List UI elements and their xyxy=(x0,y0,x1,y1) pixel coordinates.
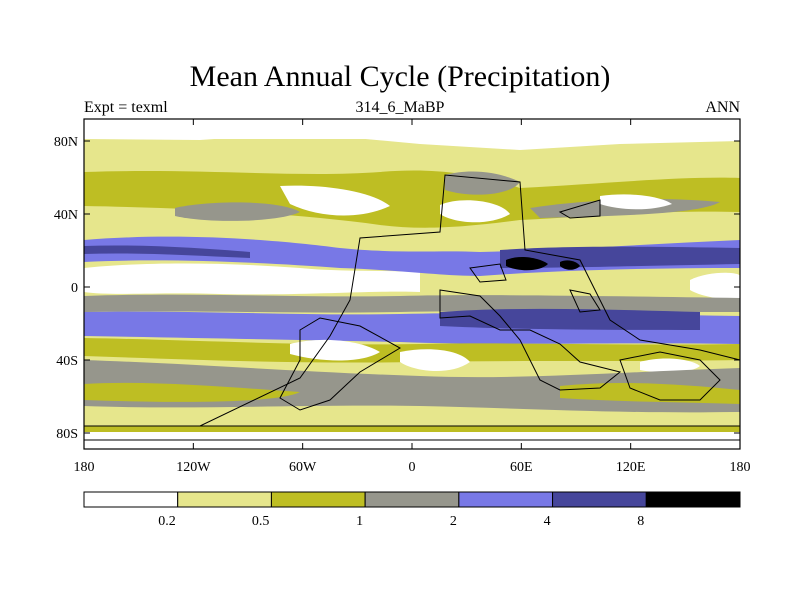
patch-south-olive-2 xyxy=(560,383,740,404)
strip-north-navy-1 xyxy=(84,245,250,258)
coast-arabia xyxy=(469,263,507,283)
colorbar-swatch-6 xyxy=(645,491,741,508)
lat-label-1: 40N xyxy=(54,208,78,223)
max-black-2 xyxy=(560,260,580,270)
season-label: ANN xyxy=(705,99,740,116)
patch-nsubtrop-white-3 xyxy=(600,194,672,210)
lon-label-3: 0 xyxy=(409,460,416,475)
colorbar-swatch-0 xyxy=(83,491,179,508)
lat-label-2: 0 xyxy=(71,281,78,296)
colorbar-label-4: 4 xyxy=(544,514,551,529)
colorbar-label-2: 1 xyxy=(356,514,363,529)
patch-nsubtrop-white-2 xyxy=(440,200,510,223)
lon-label-4: 60E xyxy=(510,460,533,475)
colorbar-swatch-3 xyxy=(364,491,460,508)
lat-label-4: 80S xyxy=(56,427,78,442)
lon-label-5: 120E xyxy=(616,460,646,475)
colorbar-swatch-4 xyxy=(458,491,554,508)
coast-india xyxy=(569,289,601,313)
plot-title: Mean Annual Cycle (Precipitation) xyxy=(189,60,611,93)
patch-ssubtrop-white-3 xyxy=(640,358,700,373)
lon-label-2: 60W xyxy=(289,460,317,475)
lat-label-0: 80N xyxy=(54,135,78,150)
experiment-label: Expt = texml xyxy=(84,99,168,116)
patch-nsubtrop-white-1 xyxy=(280,185,390,216)
band-eq-white-east xyxy=(690,272,740,300)
colorbar-label-1: 0.5 xyxy=(252,514,270,529)
precipitation-field xyxy=(84,119,740,449)
strip-antarctic-olive xyxy=(84,426,740,432)
lat-axis: 80N 40N 0 40S 80S xyxy=(54,135,740,442)
max-black-1 xyxy=(506,257,548,271)
band-eq-grey xyxy=(84,294,740,313)
colorbar-swatch-5 xyxy=(552,491,647,508)
coast-main xyxy=(84,174,741,427)
colorbar-swatch-1 xyxy=(177,491,272,508)
strip-south-navy xyxy=(440,308,700,330)
band-arctic-white xyxy=(84,119,740,150)
lon-label-1: 120W xyxy=(176,460,211,475)
period-label: 314_6_MaBP xyxy=(355,99,445,116)
band-eq-white-west xyxy=(84,263,420,295)
coast-asia-block xyxy=(558,199,601,219)
coast-south-america xyxy=(279,317,402,411)
patch-north-grey-1 xyxy=(175,202,300,221)
patch-ssubtrop-white-2 xyxy=(400,349,470,372)
coast-africa xyxy=(439,289,622,391)
lon-label-0: 180 xyxy=(74,460,95,475)
patch-south-olive-1 xyxy=(84,382,300,402)
coast-australia xyxy=(619,351,721,401)
colorbar-label-0: 0.2 xyxy=(158,514,176,529)
colorbar-swatch-2 xyxy=(270,491,366,508)
colorbar: 0.2 0.5 1 2 4 8 xyxy=(83,491,741,529)
colorbar-label-5: 8 xyxy=(637,514,644,529)
lat-label-3: 40S xyxy=(56,354,78,369)
lon-axis: 180 120W 60W 0 60E 120E 180 xyxy=(74,119,751,475)
colorbar-label-3: 2 xyxy=(450,514,457,529)
patch-north-grey-3 xyxy=(445,171,520,195)
lon-label-6: 180 xyxy=(730,460,751,475)
patch-ssubtrop-white-1 xyxy=(290,339,380,361)
